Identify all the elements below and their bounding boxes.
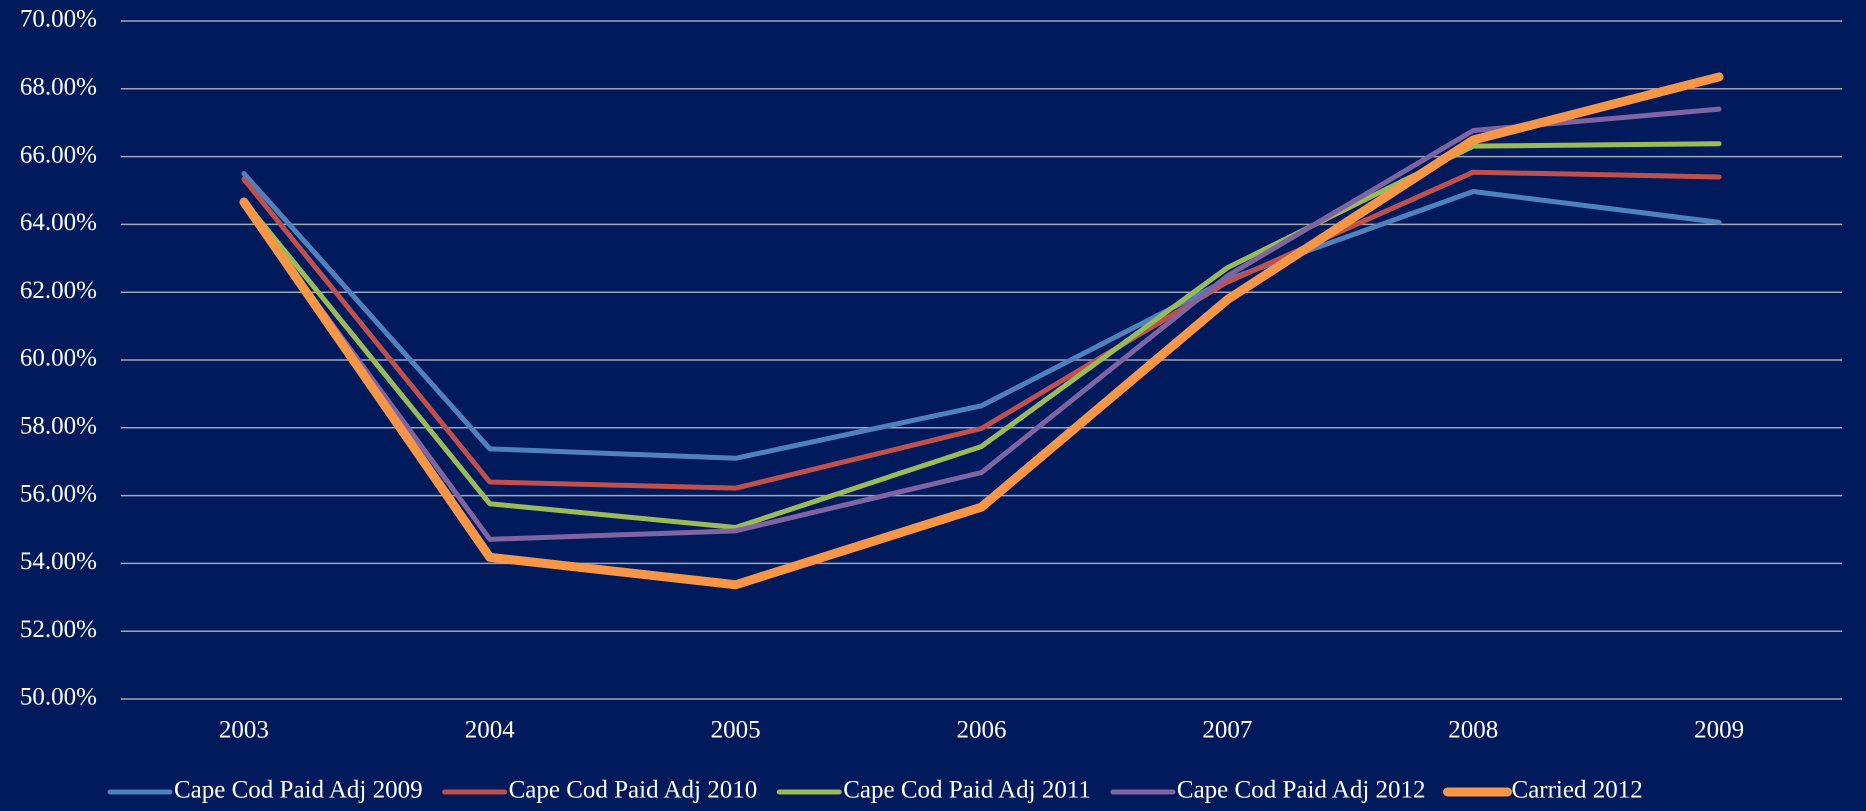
y-tick-label: 70.00%: [20, 6, 97, 33]
y-tick-label: 58.00%: [20, 413, 97, 440]
y-tick-label: 54.00%: [20, 548, 97, 575]
series-line: [239, 72, 1724, 590]
series-line: [241, 171, 1722, 461]
x-tick-label: 2007: [1202, 717, 1252, 744]
y-tick-label: 66.00%: [20, 141, 97, 168]
y-tick-label: 62.00%: [20, 277, 97, 304]
series-line: [241, 106, 1722, 542]
y-tick-label: 56.00%: [20, 480, 97, 507]
legend-label: Carried 2012: [1512, 777, 1643, 804]
series-line: [241, 169, 1722, 491]
legend-label: Cape Cod Paid Adj 2010: [509, 777, 758, 804]
x-tick-label: 2005: [711, 717, 761, 744]
y-tick-label: 60.00%: [20, 345, 97, 372]
x-tick-label: 2004: [465, 717, 516, 744]
y-tick-label: 52.00%: [20, 616, 97, 643]
legend-label: Cape Cod Paid Adj 2012: [1177, 777, 1426, 804]
x-tick-label: 2003: [219, 717, 269, 744]
legend-label: Cape Cod Paid Adj 2011: [843, 777, 1091, 804]
x-tick-label: 2006: [957, 717, 1007, 744]
legend-label: Cape Cod Paid Adj 2009: [174, 777, 423, 804]
x-tick-label: 2008: [1448, 717, 1498, 744]
y-tick-label: 64.00%: [20, 209, 97, 236]
y-tick-label: 50.00%: [20, 684, 97, 711]
x-tick-label: 2009: [1694, 717, 1744, 744]
y-tick-label: 68.00%: [20, 74, 97, 101]
series-line: [241, 141, 1722, 530]
